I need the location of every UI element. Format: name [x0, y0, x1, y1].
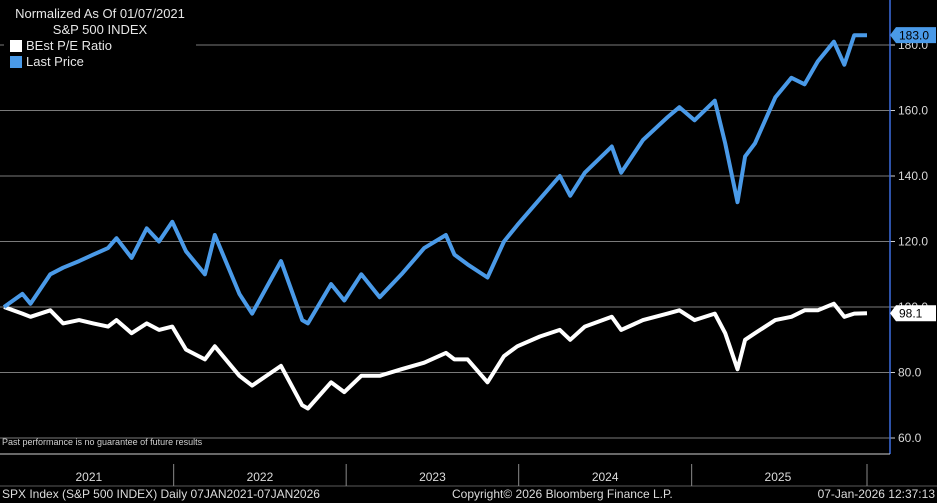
legend-swatch-price [10, 56, 22, 68]
last-value-label: 98.1 [899, 307, 923, 321]
last-price-series [2, 33, 867, 326]
footer-copyright: Copyright© 2026 Bloomberg Finance L.P. [452, 487, 673, 501]
series-line-last-price [2, 33, 867, 326]
y-tick-label: 80.0 [898, 366, 922, 380]
y-tick-label: 120.0 [898, 235, 928, 249]
grid-lines [0, 44, 890, 439]
last-value-labels: 183.0 98.1 [890, 27, 936, 322]
legend-title: Normalized As Of 01/07/2021 [15, 6, 185, 21]
y-tick-label: 140.0 [898, 169, 928, 183]
y-tick-label: 60.0 [898, 431, 922, 445]
x-tick-label: 2025 [765, 470, 792, 484]
last-value-tag: 98.1 [890, 305, 936, 322]
chart-legend: Normalized As Of 01/07/2021 S&P 500 INDE… [4, 6, 196, 82]
legend-item-price: Last Price [4, 54, 196, 70]
legend-label-price: Last Price [26, 54, 84, 69]
pe-ratio-series [3, 301, 868, 411]
x-tick-label: 2024 [592, 470, 619, 484]
y-tick-label: 160.0 [898, 104, 928, 118]
footer-timestamp: 07-Jan-2026 12:37:13 [817, 487, 935, 501]
x-tick-label: 2022 [247, 470, 274, 484]
x-tick-label: 2021 [75, 470, 102, 484]
series-line-pe-ratio [3, 301, 868, 411]
x-tick-label: 2023 [419, 470, 446, 484]
last-value-label: 183.0 [899, 29, 929, 43]
last-value-tag-bg [890, 27, 936, 44]
disclaimer-text: Past performance is no guarantee of futu… [2, 437, 203, 447]
last-value-tag: 183.0 [890, 27, 936, 44]
axes: 60.080.0100.0120.0140.0160.0180.02021202… [0, 0, 937, 487]
legend-subtitle: S&P 500 INDEX [52, 22, 148, 37]
footer-security: SPX Index (S&P 500 INDEX) Daily 07JAN202… [2, 487, 320, 501]
last-value-tag-bg [890, 305, 936, 322]
legend-item-pe: BEst P/E Ratio [4, 38, 196, 54]
legend-swatch-pe [10, 40, 22, 52]
footer-bar: SPX Index (S&P 500 INDEX) Daily 07JAN202… [0, 487, 937, 503]
legend-label-pe: BEst P/E Ratio [26, 38, 112, 53]
